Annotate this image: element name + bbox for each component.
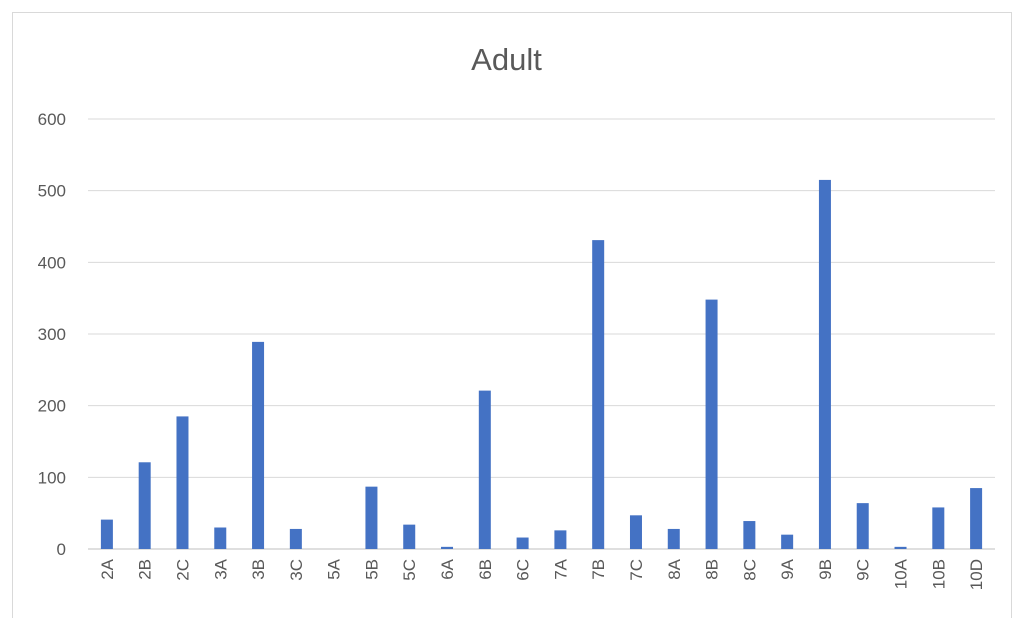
bar-3B (252, 341, 265, 549)
x-tick-label: 9C (854, 559, 873, 581)
bar-2C (176, 416, 189, 549)
bar-10D (970, 488, 983, 549)
bar-8B (705, 299, 718, 549)
x-tick-label: 6A (438, 558, 457, 579)
chart-title: Adult (471, 42, 542, 77)
bar-3A (214, 527, 227, 549)
bar-9B (818, 179, 831, 549)
y-tick-label: 200 (38, 397, 66, 416)
bar-2B (138, 462, 151, 549)
x-tick-label: 9B (816, 559, 835, 580)
bar-5B (365, 486, 378, 549)
x-tick-label: 3C (287, 559, 306, 581)
x-tick-label: 2C (173, 559, 192, 581)
x-tick-label: 5C (400, 559, 419, 581)
x-tick-label: 2A (98, 558, 117, 579)
bar-6B (478, 390, 491, 549)
bar-2A (100, 519, 113, 549)
x-tick-label: 3A (211, 558, 230, 579)
x-tick-label: 10A (892, 558, 911, 589)
bar-8A (667, 528, 680, 549)
x-tick-label: 7A (551, 558, 570, 579)
x-tick-label: 9A (778, 558, 797, 579)
bar-5C (403, 524, 416, 549)
y-tick-label: 300 (38, 325, 66, 344)
x-tick-label: 8C (740, 559, 759, 581)
x-tick-label: 3B (249, 559, 268, 580)
bar-3C (289, 528, 302, 549)
x-tick-label: 7C (627, 559, 646, 581)
x-tick-label: 6B (476, 559, 495, 580)
bar-8C (743, 521, 756, 549)
x-tick-label: 5A (325, 558, 344, 579)
bar-10A (894, 546, 907, 549)
bar-9C (856, 503, 869, 549)
x-tick-label: 8A (665, 558, 684, 579)
x-tick-label: 7B (589, 559, 608, 580)
y-tick-label: 500 (38, 182, 66, 201)
y-tick-label: 400 (38, 253, 66, 272)
y-tick-label: 600 (38, 110, 66, 129)
y-tick-label: 0 (57, 540, 66, 559)
x-tick-label: 6C (514, 559, 533, 581)
x-tick-label: 2B (136, 559, 155, 580)
x-tick-label: 10D (967, 559, 986, 590)
bar-6A (441, 546, 454, 549)
bar-7C (629, 515, 642, 549)
x-tick-label: 10B (929, 559, 948, 589)
bar-10B (932, 507, 945, 549)
bar-6C (516, 537, 529, 549)
x-tick-label: 8B (703, 559, 722, 580)
y-tick-label: 100 (38, 468, 66, 487)
bar-7B (592, 240, 605, 549)
bar-9A (781, 534, 794, 549)
x-tick-label: 5B (362, 559, 381, 580)
bar-7A (554, 530, 567, 549)
